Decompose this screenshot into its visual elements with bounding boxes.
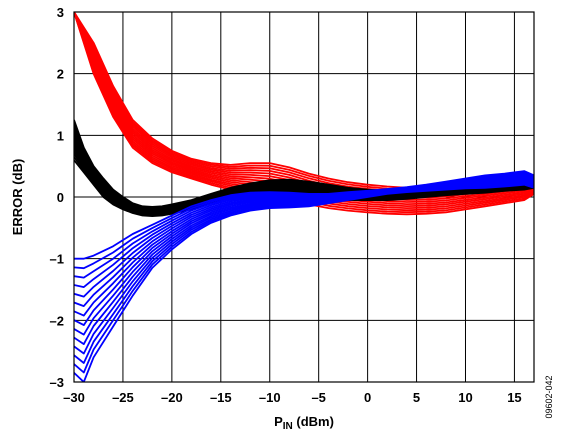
series-group (74, 170, 534, 382)
x-axis-title-unit: (dBm) (293, 414, 334, 429)
x-tick-label: –5 (311, 390, 325, 405)
figure-id: 09602-042 (544, 375, 554, 418)
x-tick-label: 5 (413, 390, 420, 405)
series-curves (74, 12, 534, 382)
series-line (74, 170, 534, 260)
x-axis-title-main: P (274, 414, 283, 429)
x-tick-label: 10 (458, 390, 472, 405)
plot-frame (73, 11, 535, 383)
x-tick-label: –30 (63, 390, 85, 405)
x-tick-label: –25 (112, 390, 134, 405)
x-tick-label: –15 (210, 390, 232, 405)
y-tick-label: 2 (57, 67, 64, 82)
x-axis-title: PIN (dBm) (274, 414, 334, 432)
y-tick-label: –2 (50, 313, 64, 328)
x-tick-labels: –30 –25 –20 –15 –10 –5 0 5 10 15 (63, 390, 522, 405)
y-axis-title: ERROR (dB) (10, 159, 25, 236)
y-tick-labels: –3 –2 –1 0 1 2 3 (50, 5, 64, 390)
x-axis-title-subscript: IN (283, 421, 293, 432)
x-tick-label: 0 (364, 390, 371, 405)
y-tick-label: –1 (50, 252, 64, 267)
x-tick-label: –10 (259, 390, 281, 405)
y-tick-label: 0 (57, 190, 64, 205)
y-tick-label: –3 (50, 375, 64, 390)
y-tick-label: 3 (57, 5, 64, 20)
x-tick-label: 15 (507, 390, 521, 405)
y-tick-label: 1 (57, 128, 64, 143)
x-tick-label: –20 (161, 390, 183, 405)
